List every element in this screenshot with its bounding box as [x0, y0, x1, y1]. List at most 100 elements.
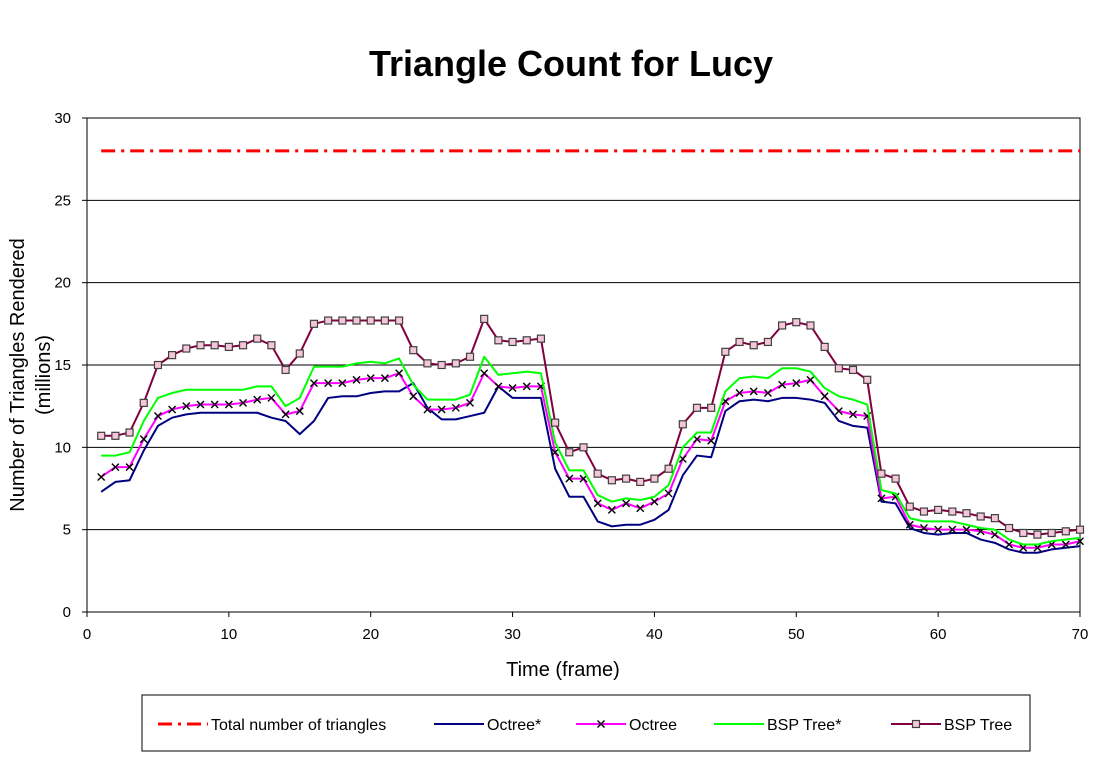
data-point — [508, 337, 517, 347]
x-tick-label: 10 — [221, 626, 238, 643]
legend-item: Octree — [576, 717, 677, 734]
data-point — [239, 398, 248, 407]
data-point — [919, 507, 929, 516]
data-point — [210, 400, 219, 409]
data-point — [948, 525, 957, 534]
series-2 — [97, 369, 1084, 552]
data-point — [480, 369, 489, 378]
data-point — [324, 379, 333, 388]
data-point — [721, 347, 730, 356]
data-point — [352, 375, 361, 384]
data-point — [366, 374, 375, 383]
data-point — [451, 359, 460, 368]
data-point — [820, 392, 829, 401]
y-tick-label: 10 — [54, 439, 71, 456]
plot-grid — [87, 117, 1080, 531]
data-point — [934, 505, 943, 515]
x-tick-label: 40 — [646, 626, 663, 643]
legend-label: Octree — [629, 717, 677, 734]
data-point — [777, 321, 787, 330]
data-point — [238, 341, 248, 350]
series-3 — [101, 355, 1081, 546]
data-point — [111, 431, 120, 440]
x-tick-label: 60 — [930, 626, 947, 643]
data-point — [834, 364, 843, 373]
y-tick-label: 25 — [54, 192, 71, 209]
data-point — [636, 504, 645, 513]
data-point — [224, 342, 233, 351]
data-point — [125, 463, 134, 472]
data-point — [678, 420, 687, 429]
data-point — [1047, 528, 1056, 538]
data-point — [792, 318, 801, 327]
data-point — [707, 436, 716, 445]
data-point — [394, 316, 404, 325]
data-point — [905, 502, 914, 511]
series-line — [101, 355, 1081, 546]
data-point — [409, 392, 418, 401]
data-point — [97, 431, 106, 440]
data-point — [664, 464, 673, 473]
data-point — [267, 341, 276, 350]
data-point — [1061, 527, 1070, 536]
data-point — [749, 341, 758, 350]
data-point — [877, 494, 886, 503]
x-tick-label: 20 — [362, 626, 379, 643]
data-point — [597, 720, 605, 728]
data-point — [749, 387, 758, 396]
data-point — [168, 351, 177, 360]
legend-label: BSP Tree* — [767, 717, 841, 734]
data-point — [565, 474, 574, 483]
data-point — [1075, 525, 1085, 534]
data-point — [621, 474, 631, 483]
data-point — [210, 341, 219, 350]
data-point — [962, 525, 971, 534]
data-point — [196, 341, 205, 350]
data-point — [763, 388, 772, 397]
data-point — [607, 505, 616, 514]
data-point — [1005, 540, 1014, 549]
data-point — [253, 395, 262, 404]
data-point — [295, 407, 304, 416]
legend-item: BSP Tree — [891, 717, 1012, 734]
data-point — [707, 403, 716, 412]
data-point — [664, 489, 673, 498]
data-point — [125, 428, 134, 437]
data-point — [494, 382, 503, 391]
data-point — [622, 499, 631, 508]
data-point — [395, 369, 404, 378]
y-tick-label: 30 — [54, 110, 71, 127]
data-point — [281, 410, 290, 419]
series-4 — [97, 314, 1085, 539]
data-point — [1019, 528, 1028, 538]
data-point — [692, 403, 702, 412]
data-point — [962, 509, 971, 518]
data-point — [565, 448, 574, 457]
data-point — [153, 360, 163, 370]
data-point — [551, 448, 560, 457]
data-point — [366, 316, 375, 325]
data-point — [437, 360, 446, 370]
data-point — [309, 319, 319, 328]
legend-item: BSP Tree* — [714, 717, 841, 734]
data-point — [522, 382, 531, 391]
data-point — [182, 344, 191, 353]
data-point — [848, 365, 858, 375]
legend-label: Total number of triangles — [211, 717, 386, 734]
data-point — [182, 402, 191, 411]
legend-label: Octree* — [487, 717, 541, 734]
data-point — [97, 472, 106, 481]
data-point — [466, 398, 475, 407]
data-point — [253, 334, 262, 343]
series-line — [101, 317, 1081, 536]
data-point — [593, 499, 602, 508]
legend-item: Octree* — [434, 717, 541, 734]
data-point — [494, 336, 503, 345]
data-point — [579, 443, 588, 452]
data-point — [948, 507, 957, 516]
x-axis-label: Time (frame) — [506, 659, 620, 681]
data-point — [806, 321, 815, 330]
data-point — [153, 412, 162, 421]
data-point — [380, 316, 389, 325]
